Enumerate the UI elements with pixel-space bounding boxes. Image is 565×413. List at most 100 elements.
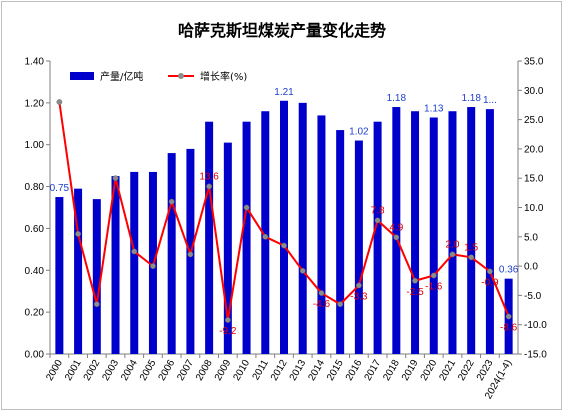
growth-value-label: 7.8 — [371, 205, 385, 216]
bar — [317, 115, 326, 355]
x-tick-label: 2019 — [400, 358, 421, 383]
right-tick-label: 10.0 — [524, 203, 544, 214]
growth-point — [487, 268, 493, 275]
growth-value-label: -0.9 — [481, 277, 499, 288]
bar — [280, 100, 288, 354]
bar-value-label: 1.13 — [424, 104, 444, 115]
bar — [92, 199, 101, 354]
bar — [429, 117, 438, 354]
axes: 0.00 0.20 0.40 0.60 0.80 1.00 1.20 1.40 -15.0 -10… — [25, 57, 548, 402]
x-tick-label: 2004 — [119, 358, 140, 383]
growth-value-label: -4.6 — [313, 299, 331, 310]
growth-point — [112, 175, 119, 182]
legend-label-production: 产量/亿吨 — [100, 70, 143, 83]
growth-point — [56, 99, 63, 105]
bar — [354, 140, 363, 354]
growth-point — [356, 282, 362, 289]
x-tick-label: 2015 — [325, 358, 346, 383]
bar — [205, 121, 214, 354]
right-tick-label: 0.0 — [524, 262, 538, 273]
right-tick-label: 30.0 — [524, 86, 544, 97]
growth-point — [299, 267, 306, 274]
x-tick-label: 2011 — [251, 358, 271, 383]
x-tick-label: 2001 — [63, 358, 84, 383]
right-tick-label: -10.0 — [524, 320, 547, 331]
growth-value-label: 13.6 — [199, 171, 219, 182]
bars — [55, 100, 513, 355]
growth-value-label: 1.5 — [464, 242, 478, 253]
right-tick-label: 35.0 — [524, 57, 544, 68]
bar — [336, 130, 345, 354]
bar — [74, 188, 83, 354]
growth-point — [412, 277, 418, 284]
growth-point — [187, 251, 194, 258]
right-tick-label: 15.0 — [524, 174, 544, 185]
left-tick-label: 1.20 — [25, 98, 45, 109]
growth-value-label: -9.2 — [219, 326, 237, 337]
growth-point — [468, 254, 475, 261]
bar-value-label: 1.02 — [349, 127, 369, 138]
left-tick-label: 0.60 — [25, 224, 45, 235]
growth-value-label: -8.6 — [500, 322, 518, 333]
bar — [111, 176, 120, 354]
growth-point — [318, 290, 325, 296]
growth-point — [393, 234, 400, 241]
bar — [448, 111, 457, 354]
legend: 产量/亿吨 增长率(%) — [70, 70, 247, 83]
left-tick-label: 0.40 — [25, 266, 45, 277]
growth-point — [243, 204, 250, 211]
growth-point — [131, 248, 138, 255]
x-tick-label: 2000 — [44, 358, 65, 383]
growth-point — [150, 263, 156, 269]
x-tick-label: 2008 — [194, 358, 215, 383]
legend-label-growth: 增长率(%) — [200, 70, 247, 83]
bar — [298, 102, 307, 354]
x-tick-label: 2016 — [344, 358, 365, 383]
left-tick-label: 1.40 — [25, 57, 45, 68]
growth-point — [430, 272, 437, 279]
x-tick-label: 2007 — [175, 358, 196, 383]
legend-swatch-growth-marker — [178, 73, 184, 79]
right-tick-label: 25.0 — [524, 115, 544, 126]
bar — [392, 107, 401, 355]
bar — [485, 109, 494, 354]
x-tick-label: 2014 — [306, 358, 327, 383]
bar-value-label: 1.18 — [461, 93, 481, 104]
growth-point — [262, 233, 269, 240]
bar — [261, 111, 270, 354]
bar — [167, 153, 176, 354]
x-tick-label: 2012 — [269, 358, 290, 383]
growth-line — [56, 99, 512, 323]
growth-value-label: -3.3 — [350, 291, 368, 302]
growth-value-label: -1.6 — [425, 281, 443, 292]
bar — [55, 197, 64, 354]
bar-value-label: 0.75 — [50, 183, 70, 194]
data-labels: 0.751.211.021.181.131.18 1...0.3613.6-9.2… — [50, 87, 519, 337]
growth-point — [337, 301, 344, 308]
growth-point — [505, 313, 512, 320]
growth-point — [168, 198, 175, 205]
legend-swatch-production — [70, 72, 94, 80]
x-tick-label: 2006 — [157, 358, 178, 383]
x-tick-label: 2009 — [213, 358, 234, 383]
bar — [223, 142, 232, 354]
growth-point — [449, 251, 456, 258]
right-tick-label: -5.0 — [524, 291, 542, 302]
growth-point — [374, 217, 381, 224]
x-tick-label: 2005 — [138, 358, 159, 383]
x-tick-label: 2013 — [288, 358, 309, 383]
right-tick-label: 5.0 — [524, 232, 538, 243]
left-tick-label: 0.80 — [25, 182, 45, 193]
growth-point — [281, 242, 287, 249]
growth-point — [93, 301, 100, 308]
x-tick-label: 2017 — [363, 358, 384, 383]
growth-value-label: 2.0 — [446, 239, 460, 250]
right-tick-label: 20.0 — [524, 144, 544, 155]
growth-value-label: -2.5 — [406, 287, 424, 298]
growth-value-label: 4.9 — [389, 222, 403, 233]
x-tick-label: 2010 — [232, 358, 253, 383]
bar-value-label: 0.36 — [499, 265, 519, 276]
x-tick-label: 2003 — [100, 358, 121, 383]
x-tick-label: 2021 — [437, 358, 458, 383]
